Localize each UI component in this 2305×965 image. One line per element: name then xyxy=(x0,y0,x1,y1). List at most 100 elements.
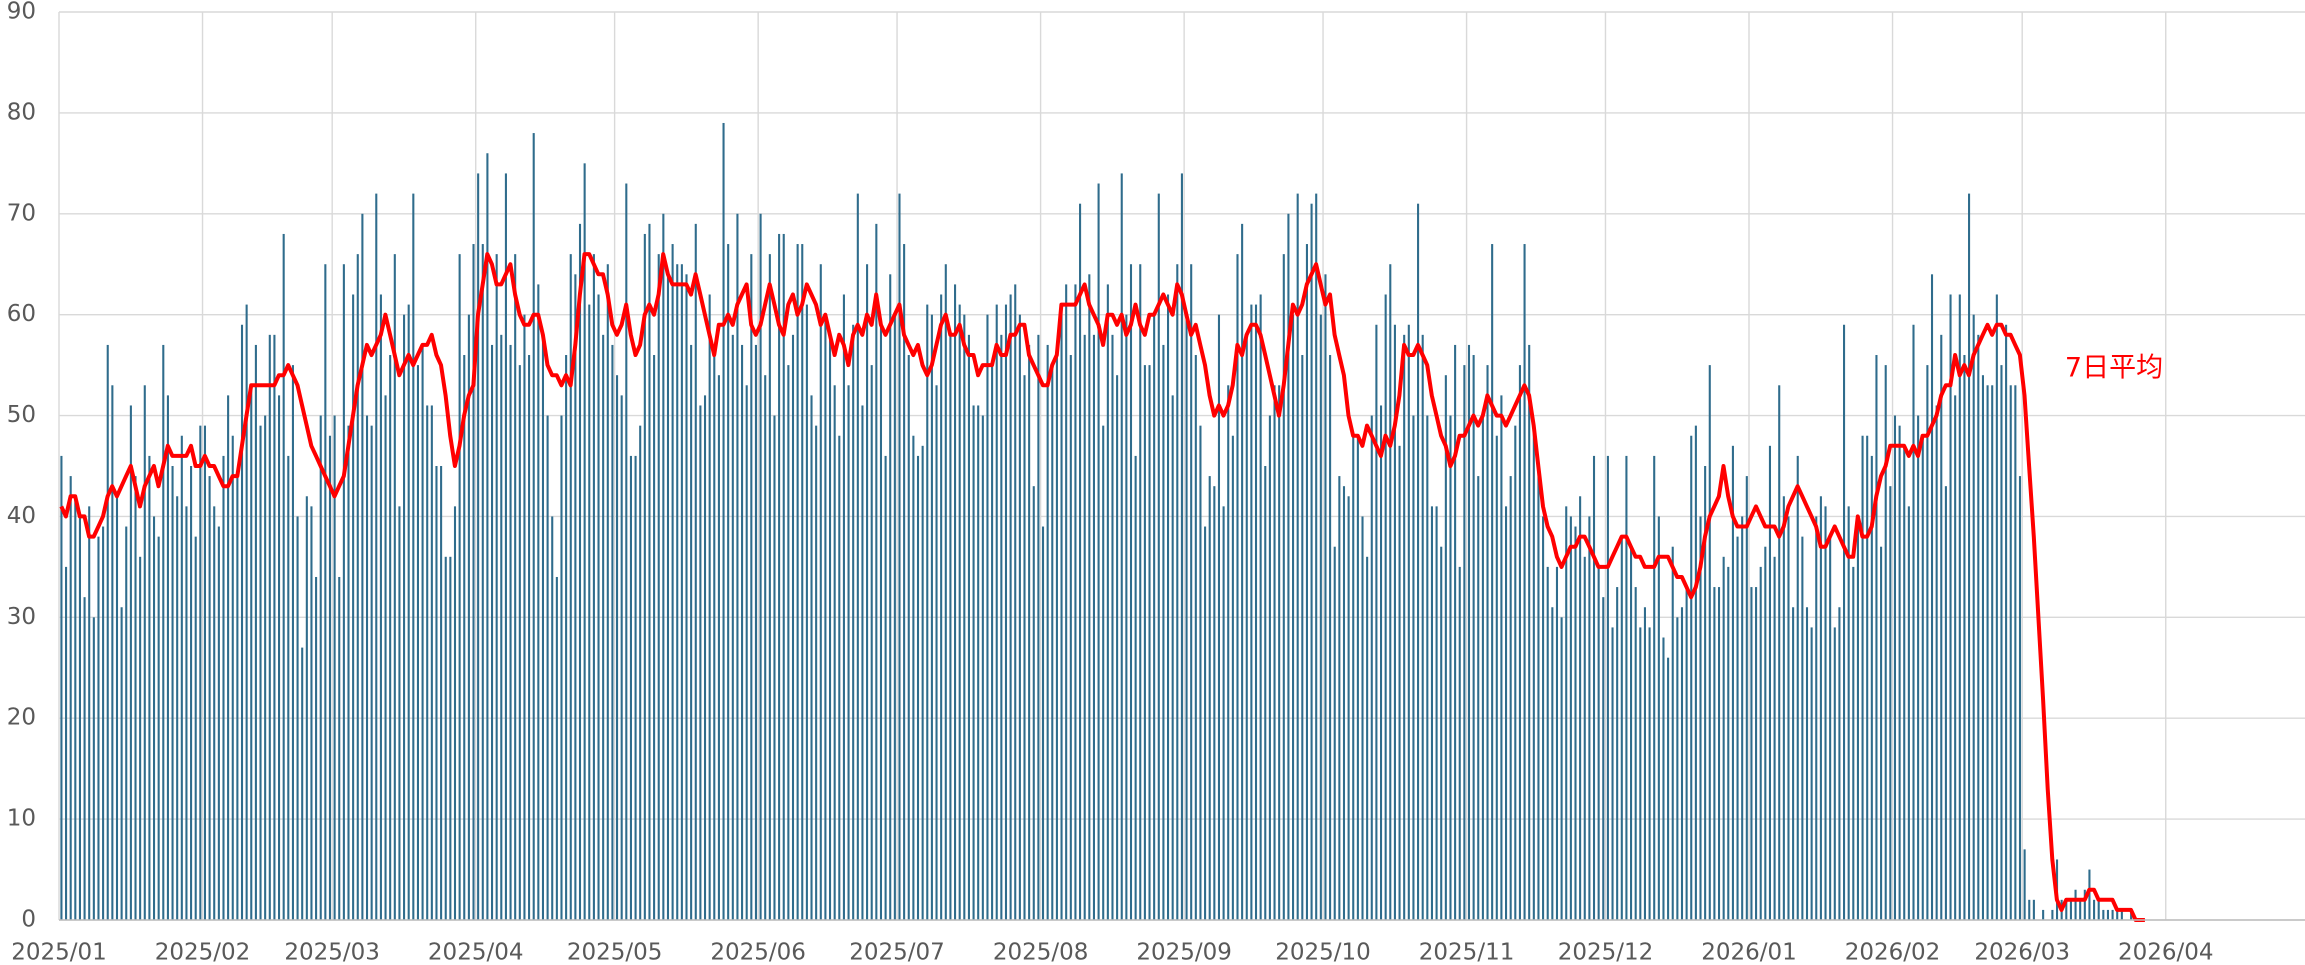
bar xyxy=(1162,344,1165,920)
bar xyxy=(1180,173,1183,920)
bar xyxy=(254,344,257,920)
bar xyxy=(264,415,267,920)
y-tick-label: 10 xyxy=(7,806,36,832)
bar xyxy=(1074,284,1077,920)
bar xyxy=(1750,587,1753,920)
bar xyxy=(611,344,614,920)
bar xyxy=(1393,324,1396,920)
bar xyxy=(1949,294,1952,920)
bar xyxy=(1014,284,1017,920)
bar xyxy=(805,304,808,921)
bar xyxy=(754,344,757,920)
bar xyxy=(1759,566,1762,920)
bar xyxy=(1467,344,1471,920)
bar xyxy=(1454,344,1457,920)
bar xyxy=(648,223,651,920)
bar xyxy=(1773,556,1776,920)
bar xyxy=(194,536,197,920)
bar xyxy=(1907,506,1910,920)
bar xyxy=(949,334,952,920)
bar xyxy=(703,395,707,920)
bar xyxy=(1204,526,1207,920)
bar xyxy=(203,425,207,920)
bar xyxy=(490,344,494,920)
bar xyxy=(1606,455,1609,920)
bar xyxy=(736,213,739,920)
bar xyxy=(2111,909,2114,920)
bar xyxy=(171,466,174,920)
x-tick-label: 2026/03 xyxy=(1974,940,2070,965)
bar xyxy=(884,455,887,920)
bar xyxy=(629,455,632,920)
bar xyxy=(1134,455,1137,920)
bar xyxy=(407,304,410,921)
bar xyxy=(1829,536,1832,920)
bar xyxy=(500,334,503,920)
bar xyxy=(967,334,970,920)
bar xyxy=(324,264,327,920)
bar xyxy=(1722,556,1725,920)
bar xyxy=(653,355,656,920)
bar xyxy=(190,466,193,920)
bar xyxy=(1884,365,1887,921)
bar xyxy=(393,254,396,921)
x-tick-label: 2025/04 xyxy=(428,940,524,965)
bar xyxy=(2051,909,2054,920)
bar xyxy=(1685,587,1688,920)
bar xyxy=(782,233,785,920)
bar xyxy=(162,344,165,920)
bar xyxy=(352,294,355,920)
y-tick-label: 80 xyxy=(7,99,36,125)
bar xyxy=(528,355,531,920)
bar xyxy=(1588,516,1591,920)
bar xyxy=(444,556,447,920)
bar xyxy=(926,304,929,921)
bar xyxy=(1268,415,1271,920)
bar xyxy=(1810,627,1813,920)
bar xyxy=(342,264,345,920)
bar xyxy=(143,385,146,920)
bar xyxy=(319,415,322,920)
bar xyxy=(338,576,341,920)
bar xyxy=(1565,506,1568,920)
bar xyxy=(1092,334,1095,920)
bar xyxy=(102,526,105,920)
y-tick-label: 90 xyxy=(7,0,36,25)
bar xyxy=(787,365,790,921)
bar xyxy=(1018,314,1021,921)
bar xyxy=(1509,476,1512,920)
bar xyxy=(1579,496,1582,920)
bar xyxy=(907,355,910,920)
bar xyxy=(2106,909,2110,920)
bar xyxy=(1856,526,1859,920)
bar xyxy=(1116,375,1119,920)
bar xyxy=(185,506,188,920)
bar xyxy=(2042,909,2045,920)
bar xyxy=(680,264,683,920)
bar xyxy=(1555,566,1559,920)
bar xyxy=(1713,587,1716,920)
y-tick-label: 20 xyxy=(7,705,36,731)
bar xyxy=(1389,264,1392,920)
bar xyxy=(1273,385,1276,920)
bar xyxy=(129,405,132,920)
bar xyxy=(222,455,225,920)
bar xyxy=(699,405,702,920)
bar xyxy=(2079,899,2082,920)
bar xyxy=(463,355,466,920)
bar xyxy=(981,415,984,920)
bar xyxy=(1694,425,1697,920)
bar xyxy=(328,435,332,920)
bar xyxy=(1745,476,1748,920)
bar xyxy=(606,264,609,920)
bar xyxy=(1370,415,1373,920)
bar xyxy=(509,344,512,920)
bar xyxy=(1227,385,1230,920)
bar xyxy=(1671,546,1674,920)
bar xyxy=(625,183,628,920)
bar xyxy=(1778,385,1781,920)
bar xyxy=(389,355,392,920)
bar xyxy=(1106,284,1109,920)
bar xyxy=(1185,314,1188,921)
bar xyxy=(879,324,883,920)
